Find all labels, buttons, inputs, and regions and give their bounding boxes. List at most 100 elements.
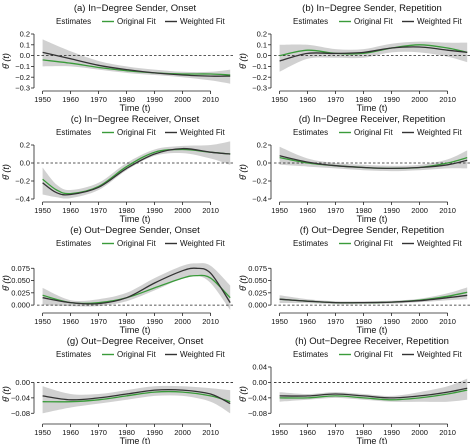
y-tick-label: 0.0 [257, 159, 267, 168]
series-weighted-fit [279, 294, 468, 304]
x-tick-label: 1990 [383, 206, 400, 215]
y-axis-label: θ̂ (t) [1, 53, 11, 69]
legend-label-weighted: Weighted Fit [180, 350, 226, 359]
legend-title: Estimates [293, 17, 328, 26]
x-tick-label: 1960 [299, 317, 316, 326]
x-tick-label: 1990 [383, 428, 400, 437]
x-tick-label: 2000 [411, 428, 428, 437]
y-tick-label: 0.000 [248, 301, 267, 310]
y-axis-label: θ̂ (t) [1, 386, 11, 402]
y-axis-label: θ̂ (t) [238, 275, 248, 291]
legend-label-original: Original Fit [354, 239, 393, 248]
series-weighted-fit [279, 387, 468, 399]
y-tick-label: −0.4 [252, 195, 267, 204]
y-tick-label: 0.1 [257, 40, 267, 49]
x-tick-label: 1960 [62, 206, 79, 215]
legend-label-weighted: Weighted Fit [417, 128, 463, 137]
panel-title: (b) In−Degree Sender, Repetition [302, 3, 442, 14]
panel-title: (c) In−Degree Receiver, Onset [71, 114, 200, 125]
y-tick-label: 0.0 [20, 51, 30, 60]
y-axis-label: θ̂ (t) [238, 386, 248, 402]
y-tick-label: 0.075 [248, 264, 267, 273]
y-tick-label: 0.2 [257, 141, 267, 150]
x-tick-label: 1970 [327, 428, 344, 437]
panel-title: (a) In−Degree Sender, Onset [74, 3, 197, 14]
y-tick-label: −0.2 [15, 177, 30, 186]
panel-title: (d) In−Degree Receiver, Repetition [299, 114, 446, 125]
y-tick-label: 0.000 [11, 301, 30, 310]
legend-title: Estimates [293, 239, 328, 248]
y-tick-label: 0.075 [11, 264, 30, 273]
x-tick-label: 2000 [174, 317, 191, 326]
y-tick-label: 0.025 [248, 288, 267, 297]
series-weighted-fit [42, 51, 231, 77]
x-tick-label: 1980 [118, 428, 135, 437]
x-tick-label: 1980 [118, 317, 135, 326]
x-tick-label: 1960 [62, 428, 79, 437]
x-tick-label: 1990 [146, 317, 163, 326]
x-tick-label: 1970 [327, 206, 344, 215]
legend-title: Estimates [56, 128, 91, 137]
y-tick-label: 0.0 [257, 51, 267, 60]
series-weighted-fit [42, 389, 231, 405]
x-tick-label: 1950 [271, 95, 288, 104]
x-tick-label: 1990 [146, 428, 163, 437]
x-tick-label: 2000 [411, 95, 428, 104]
x-tick-label: 2010 [202, 317, 219, 326]
confidence-band [279, 41, 468, 72]
series-weighted-fit [279, 155, 468, 170]
legend-title: Estimates [56, 239, 91, 248]
legend-label-original: Original Fit [117, 128, 156, 137]
panel-title: (e) Out−Degree Sender, Onset [70, 225, 200, 236]
x-tick-label: 2010 [439, 428, 456, 437]
y-tick-label: 0.2 [257, 30, 267, 39]
legend-title: Estimates [56, 350, 91, 359]
panel-f: (f) Out−Degree Sender, Repetition Estimat… [238, 225, 470, 335]
x-tick-label: 1980 [355, 95, 372, 104]
legend-label-weighted: Weighted Fit [417, 239, 463, 248]
series-weighted-fit [42, 147, 231, 196]
x-axis-label: Time (t) [357, 103, 388, 113]
x-tick-label: 1950 [34, 206, 51, 215]
y-tick-label: −0.04 [248, 393, 267, 402]
series-original-fit [42, 390, 231, 403]
x-tick-label: 1970 [90, 317, 107, 326]
x-tick-label: 2000 [174, 206, 191, 215]
x-tick-label: 1950 [271, 428, 288, 437]
x-axis-label: Time (t) [120, 103, 151, 113]
series-original-fit [279, 389, 468, 401]
x-tick-label: 1960 [299, 428, 316, 437]
legend-label-original: Original Fit [354, 17, 393, 26]
y-axis-label: θ̂ (t) [238, 53, 248, 69]
series-original-fit [279, 44, 468, 57]
x-tick-label: 1980 [118, 206, 135, 215]
x-tick-label: 2010 [202, 206, 219, 215]
x-tick-label: 2010 [439, 206, 456, 215]
x-tick-label: 1950 [271, 317, 288, 326]
y-tick-label: −0.04 [11, 393, 30, 402]
y-tick-label: −0.2 [252, 177, 267, 186]
legend-label-weighted: Weighted Fit [180, 17, 226, 26]
x-tick-label: 1970 [90, 428, 107, 437]
x-tick-label: 1960 [62, 317, 79, 326]
legend-label-original: Original Fit [117, 17, 156, 26]
x-tick-label: 1980 [355, 206, 372, 215]
y-axis-label: θ̂ (t) [1, 164, 11, 180]
legend-label-original: Original Fit [354, 350, 393, 359]
x-axis-label: Time (t) [120, 325, 151, 335]
panel-d: (d) In−Degree Receiver, Repetition Estima… [238, 114, 470, 224]
y-tick-label: −0.1 [252, 62, 267, 71]
x-tick-label: 1970 [327, 317, 344, 326]
x-tick-label: 1950 [34, 95, 51, 104]
x-tick-label: 1990 [146, 206, 163, 215]
x-tick-label: 2000 [174, 95, 191, 104]
x-tick-label: 1950 [271, 206, 288, 215]
panel-b: (b) In−Degree Sender, Repetition Estimate… [238, 3, 470, 113]
x-tick-label: 1960 [299, 206, 316, 215]
x-tick-label: 1990 [383, 95, 400, 104]
x-tick-label: 2000 [411, 317, 428, 326]
y-tick-label: −0.08 [11, 409, 30, 418]
x-tick-label: 1970 [90, 206, 107, 215]
panel-h: (h) Out−Degree Receiver, Repetition Estim… [238, 336, 470, 444]
